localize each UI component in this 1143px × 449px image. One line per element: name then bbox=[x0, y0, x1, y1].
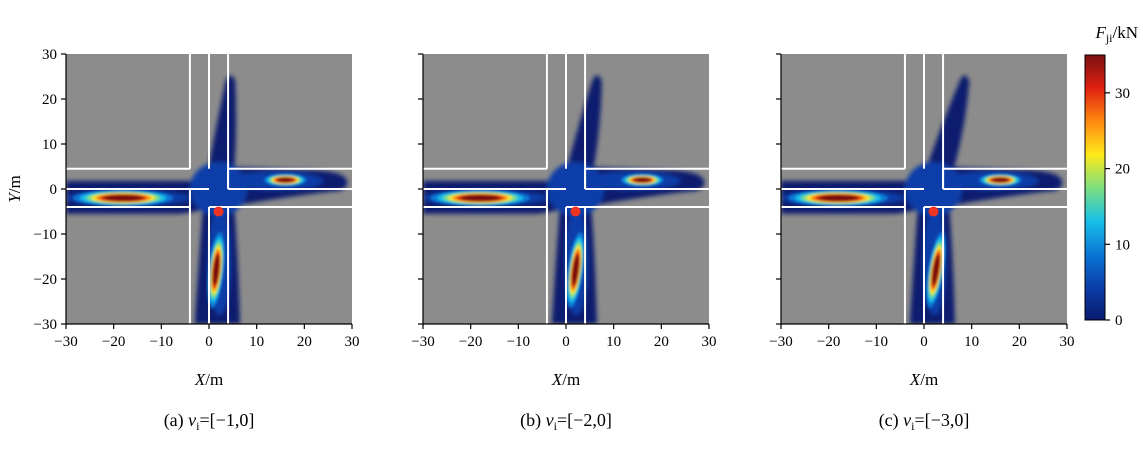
panel-caption: (a) vi=[−1,0] bbox=[164, 410, 255, 433]
panel-b: −30 −20 −10 0 10 20 30 X/m (b) vi=[−2,0] bbox=[411, 53, 717, 433]
x-tick-label: −20 bbox=[102, 334, 125, 350]
x-tick-label: −20 bbox=[817, 334, 840, 350]
x-tick-label: 30 bbox=[702, 334, 717, 350]
x-tick-label: 20 bbox=[654, 334, 669, 350]
lane-lines bbox=[66, 54, 352, 324]
y-axis-label: Y/m bbox=[5, 175, 24, 202]
x-tick-label: −30 bbox=[411, 334, 434, 350]
force-field bbox=[66, 75, 348, 324]
x-tick-label: 10 bbox=[249, 334, 264, 350]
x-axis-label: X/m bbox=[194, 370, 223, 389]
x-axis-label: X/m bbox=[551, 370, 580, 389]
panel-a: −30 −20 −10 0 10 20 30 −30 −20 −10 0 10 20 30 X/m Y/m (a… bbox=[5, 47, 360, 433]
colorbar-tick-label: 30 bbox=[1115, 86, 1130, 102]
hotspot-1 bbox=[991, 177, 1009, 183]
hotspot-1 bbox=[276, 177, 294, 183]
x-tick-label: 0 bbox=[562, 334, 570, 350]
lane-lines bbox=[781, 54, 1067, 324]
panel-caption: (c) vi=[−3,0] bbox=[879, 410, 970, 433]
y-tick-label: 10 bbox=[42, 137, 57, 153]
hotspot-0 bbox=[818, 194, 859, 202]
x-tick-label: 30 bbox=[1060, 334, 1075, 350]
hotspot-0 bbox=[460, 194, 501, 202]
x-tick-label: 30 bbox=[345, 334, 360, 350]
x-tick-label: −30 bbox=[54, 334, 77, 350]
x-tick-label: −10 bbox=[865, 334, 888, 350]
panel-c: −30 −20 −10 0 10 20 30 X/m (c) vi=[−3,0] bbox=[769, 53, 1075, 433]
hotspot-2 bbox=[212, 254, 220, 286]
colorbar-title: Fji/kN bbox=[1094, 23, 1138, 45]
x-tick-label: −20 bbox=[459, 334, 482, 350]
colorbar-tick-label: 0 bbox=[1115, 313, 1123, 329]
colorbar-tick-label: 10 bbox=[1115, 237, 1130, 253]
x-tick-label: 20 bbox=[297, 334, 312, 350]
x-tick-label: −10 bbox=[507, 334, 530, 350]
x-tick-label: 10 bbox=[964, 334, 979, 350]
y-tick-label: −10 bbox=[34, 227, 57, 243]
y-tick-label: 0 bbox=[50, 182, 58, 198]
y-tick-label: 20 bbox=[42, 92, 57, 108]
hotspot-2 bbox=[571, 254, 580, 286]
force-field bbox=[781, 75, 1063, 324]
vehicle-marker bbox=[213, 206, 224, 217]
y-tick-label: 30 bbox=[42, 47, 57, 63]
x-tick-label: 20 bbox=[1012, 334, 1027, 350]
vehicle-marker bbox=[570, 206, 581, 217]
panel-caption: (b) vi=[−2,0] bbox=[520, 410, 612, 433]
x-tick-label: 0 bbox=[920, 334, 928, 350]
hotspot-2 bbox=[932, 254, 940, 286]
colorbar-tick-label: 20 bbox=[1115, 162, 1130, 178]
colorbar: 0 10 20 30 Fji/kN bbox=[1084, 23, 1138, 329]
vehicle-marker bbox=[928, 206, 939, 217]
lane-lines bbox=[423, 54, 709, 324]
colorbar-scale bbox=[1084, 54, 1106, 321]
x-tick-label: −30 bbox=[769, 334, 792, 350]
x-axis-label: X/m bbox=[909, 370, 938, 389]
x-tick-label: 10 bbox=[606, 334, 621, 350]
y-tick-label: −20 bbox=[34, 272, 57, 288]
y-tick-label: −30 bbox=[34, 317, 57, 333]
hotspot-1 bbox=[633, 177, 651, 183]
x-tick-label: 0 bbox=[205, 334, 213, 350]
hotspot-0 bbox=[103, 194, 144, 202]
x-tick-label: −10 bbox=[150, 334, 173, 350]
